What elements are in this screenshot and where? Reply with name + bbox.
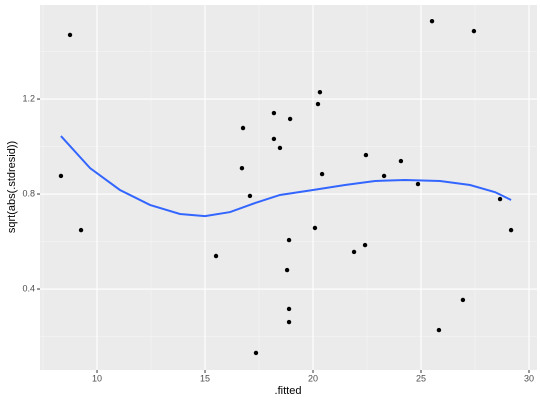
point [429,18,435,24]
x-tick-label: 20 [308,373,318,383]
point [317,89,323,95]
point [239,165,245,171]
point [319,171,325,177]
point [471,28,477,34]
point [381,173,387,179]
smooth-line [60,135,512,218]
point [247,193,253,199]
point [277,145,283,151]
y-tick-label: 1.2 [22,93,35,103]
point [271,136,277,142]
point [315,101,321,107]
y-axis-title: sqrt(abs(.stdresid)) [6,141,18,233]
point [460,297,466,303]
x-tick-label: 10 [92,373,102,383]
point [253,350,259,356]
x-tick-label: 15 [200,373,210,383]
x-tick-label: 30 [524,373,534,383]
point [508,227,514,233]
point [398,158,404,164]
point [415,181,421,187]
point [58,173,64,179]
point [240,125,246,131]
y-tick-label: 0.4 [22,283,35,293]
point [287,116,293,122]
point [363,152,369,158]
point [436,327,442,333]
point [286,319,292,325]
point [312,225,318,231]
point [362,242,368,248]
panel [40,5,537,370]
point [284,267,290,273]
point [67,32,73,38]
point [497,196,503,202]
point [213,253,219,259]
point [271,110,277,116]
x-tick-label: 25 [416,373,426,383]
y-tick-label: 0.8 [22,188,35,198]
x-axis-title: .fitted [275,385,302,397]
point [286,237,292,243]
point [286,306,292,312]
point [351,249,357,255]
point [78,227,84,233]
